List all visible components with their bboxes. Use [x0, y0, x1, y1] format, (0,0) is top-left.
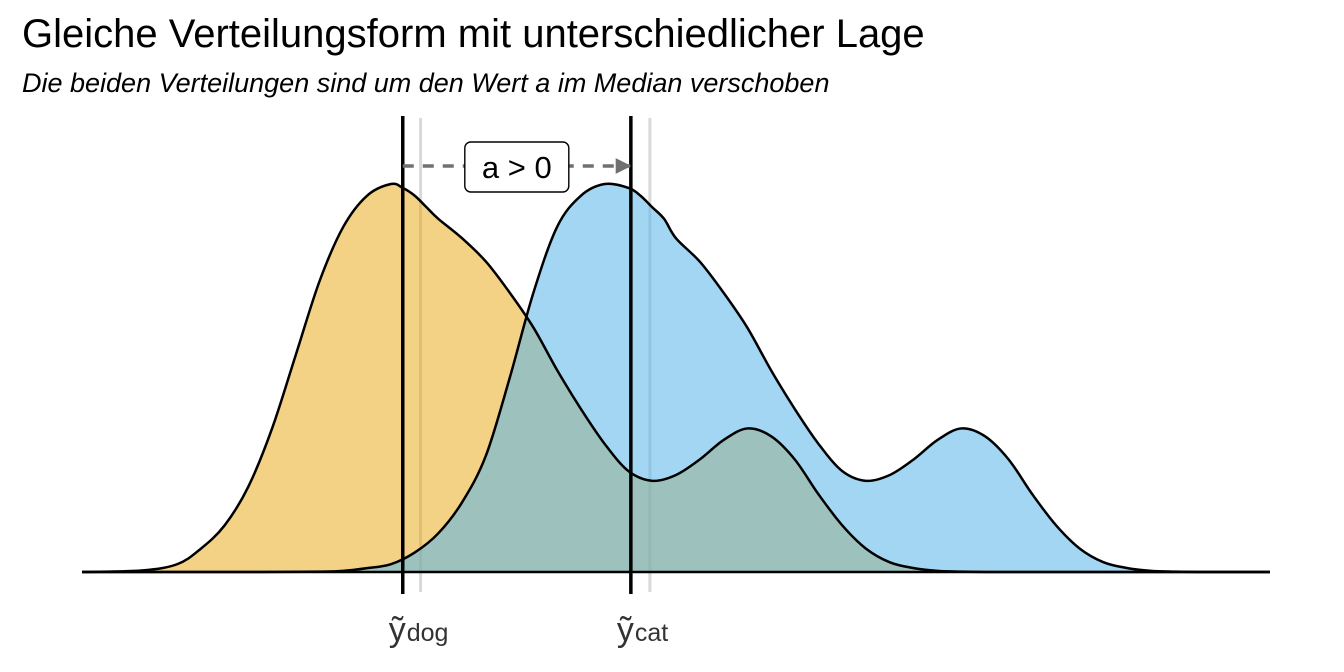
median-tick-label-cat: ỹcat — [617, 611, 668, 649]
density-area-1-fill — [82, 183, 1270, 572]
chart-subtitle: Die beiden Verteilungen sind um den Wert… — [22, 68, 830, 98]
shift-label: a > 0 — [482, 150, 552, 185]
chart-title: Gleiche Verteilungsform mit unterschiedl… — [22, 12, 925, 56]
shift-label-box — [464, 141, 570, 193]
median-tick-label-dog: ỹdog — [389, 611, 449, 649]
density-area-2-outline — [81, 182, 1270, 574]
density-area-2-fill — [82, 183, 1270, 572]
